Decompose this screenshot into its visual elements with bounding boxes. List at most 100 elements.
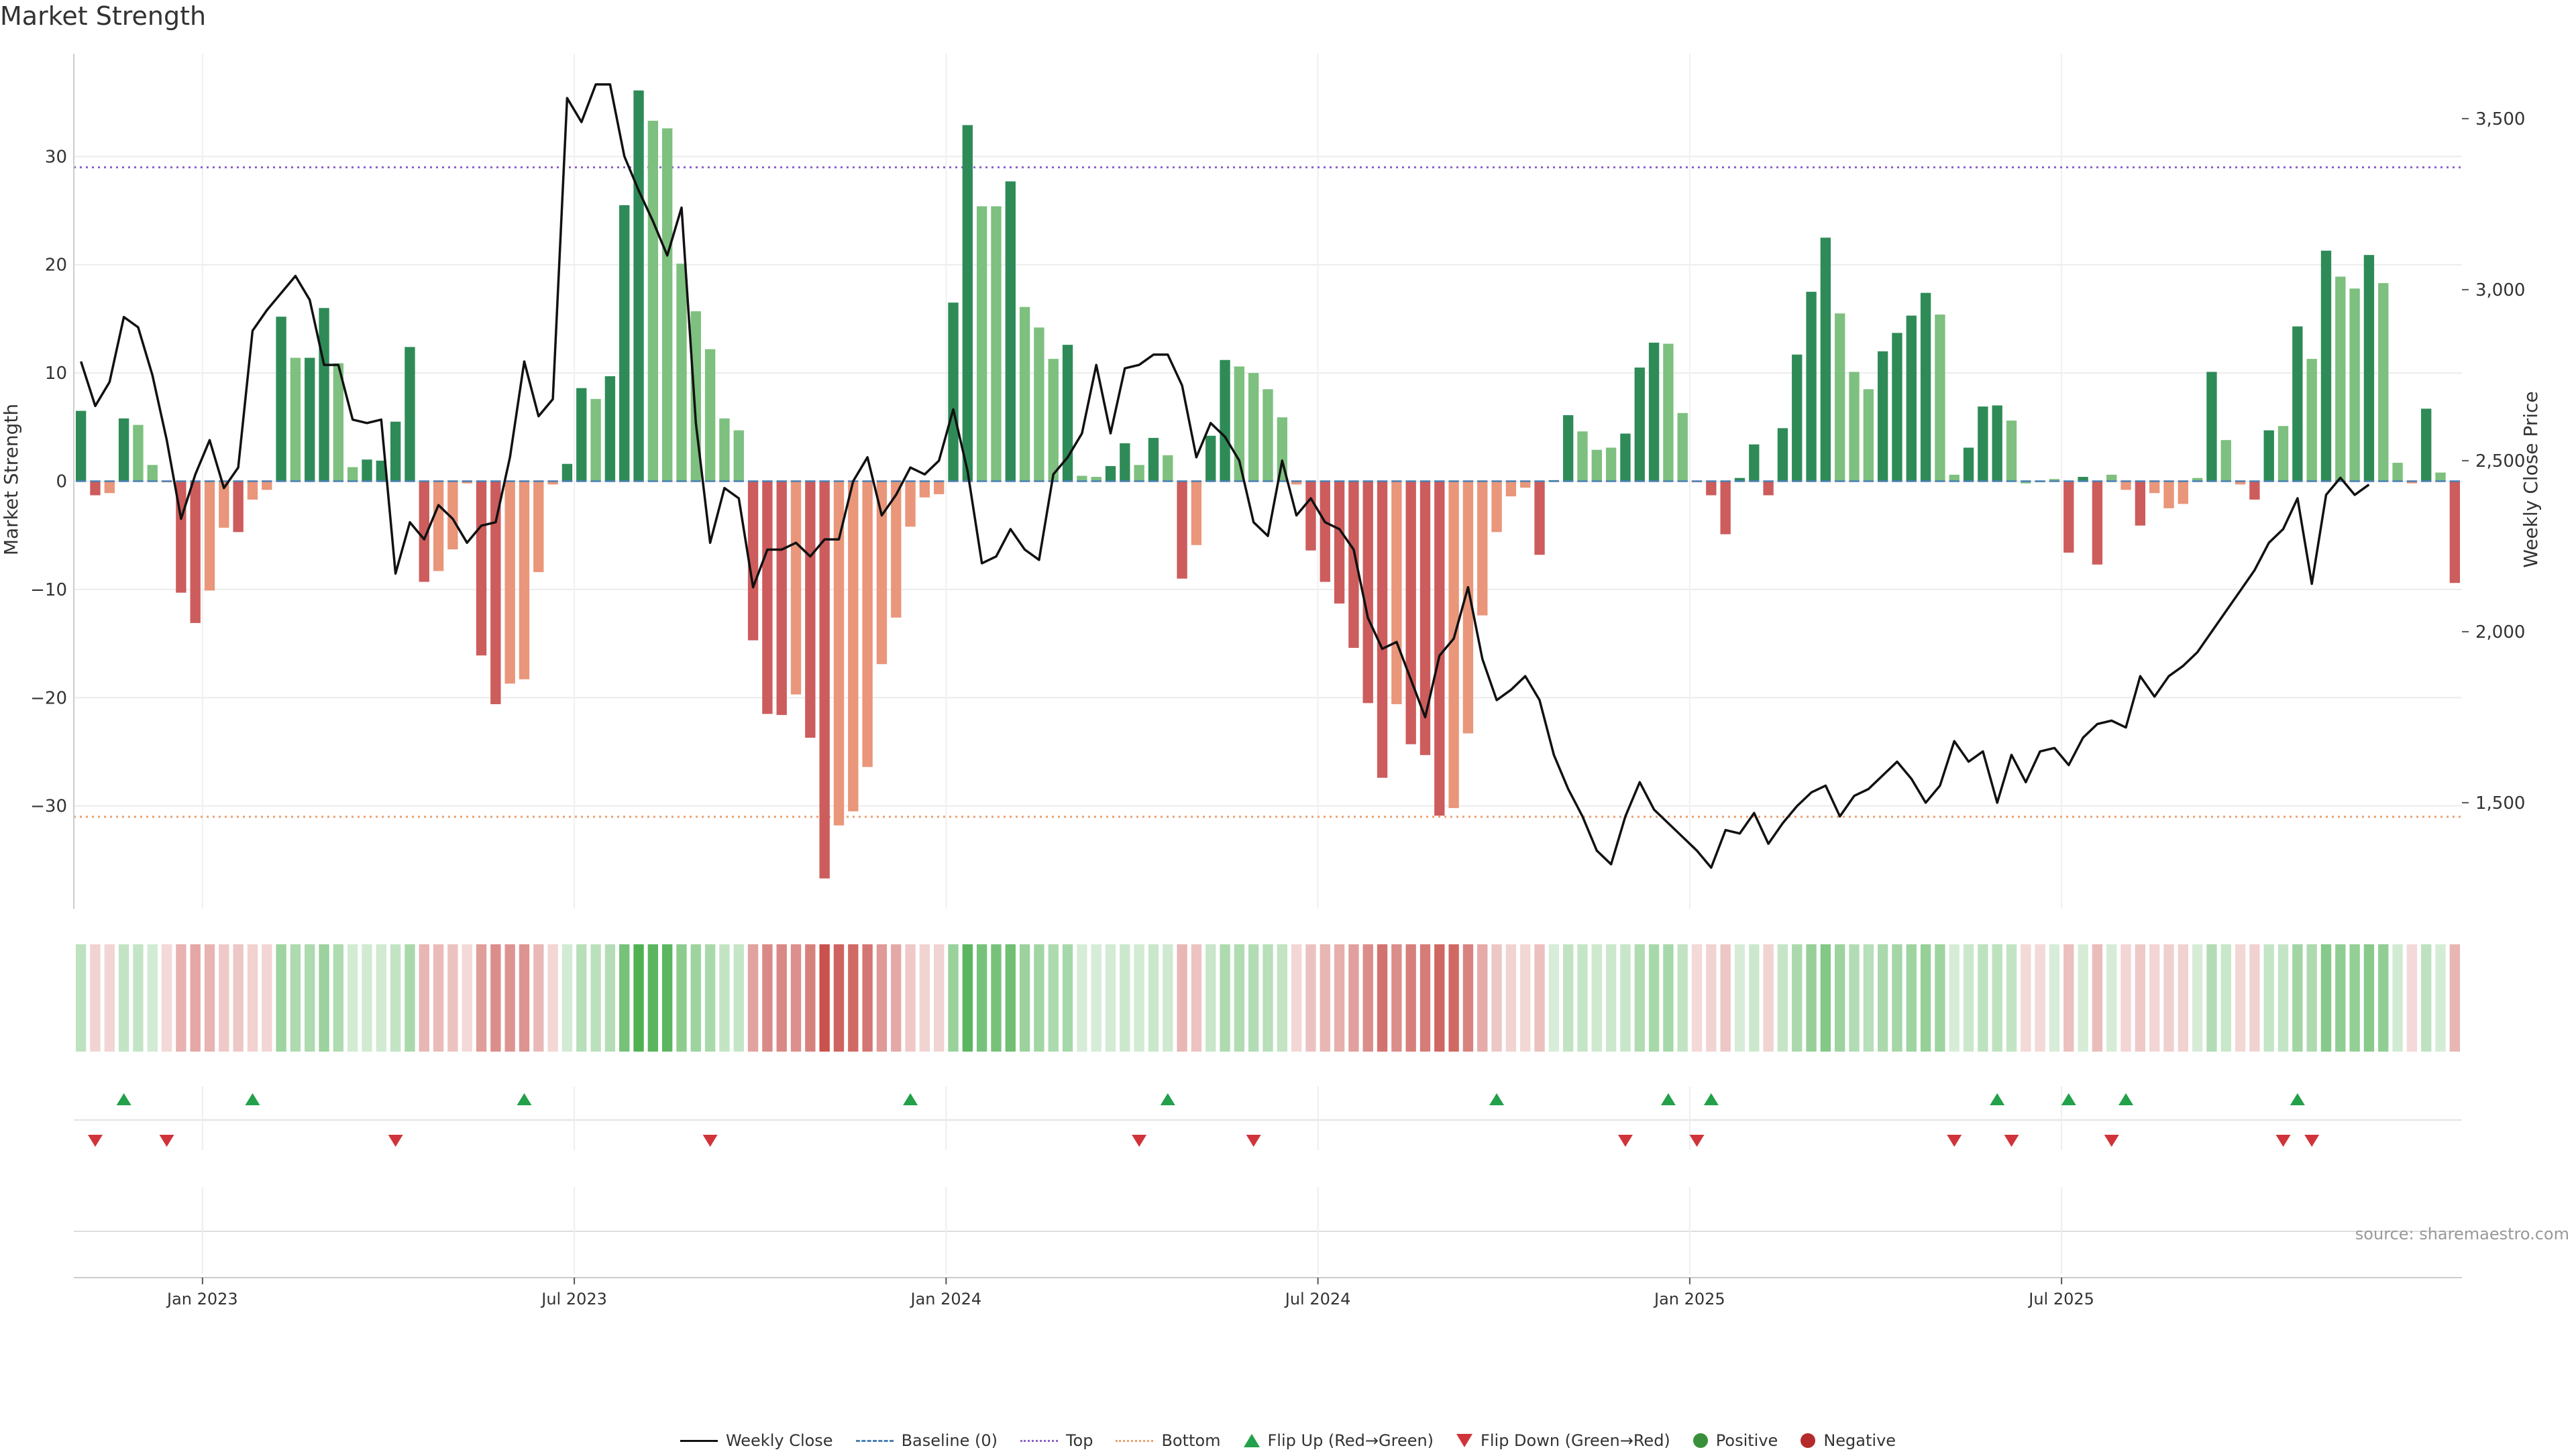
strength-bar: [1734, 478, 1746, 482]
strength-bar: [419, 481, 429, 582]
flip-down-marker: [87, 1135, 103, 1147]
strength-bar: [1134, 465, 1144, 482]
strength-bar: [1062, 345, 1073, 482]
strength-bar: [790, 481, 802, 695]
heat-cell: [590, 944, 601, 1052]
flip-down-marker: [1689, 1135, 1705, 1147]
strength-bar: [1491, 481, 1502, 533]
strength-bar: [1234, 366, 1245, 482]
heat-cell: [276, 944, 286, 1052]
strength-bar: [362, 459, 372, 482]
flip-down-marker: [2304, 1135, 2320, 1147]
heat-cell: [1505, 944, 1517, 1052]
strength-bar: [805, 481, 816, 738]
heat-cell: [1277, 944, 1287, 1052]
line-swatch-icon: [680, 1439, 718, 1442]
strength-bar: [90, 481, 101, 496]
flip-up-marker: [517, 1093, 532, 1105]
strength-bar: [390, 421, 401, 482]
heat-cell: [147, 944, 158, 1052]
axes: −30 −20 −10 0 10 20 30 1,500 2,000 2,500 3,000 3,50…: [30, 54, 2525, 909]
heat-cell: [75, 944, 87, 1052]
strength-bar: [190, 481, 201, 623]
legend-item-bottom: Bottom: [1116, 1431, 1221, 1450]
heat-cell: [833, 944, 845, 1052]
heat-cell: [1548, 944, 1560, 1052]
heat-cell: [1391, 944, 1402, 1052]
legend-label: Positive: [1715, 1431, 1778, 1450]
strength-bar: [561, 463, 573, 482]
legend-item-flip-down: Flip Down (Green→Red): [1456, 1431, 1670, 1450]
strength-bar: [976, 206, 987, 482]
strength-bar: [1992, 405, 2002, 482]
strength-bar: [276, 317, 286, 482]
strength-bar: [2192, 478, 2203, 482]
heat-cell: [504, 944, 515, 1052]
heat-cell: [1806, 944, 1817, 1052]
strength-bar: [891, 481, 902, 618]
x-tick-label: Jan 2023: [166, 1290, 238, 1308]
legend-label: Flip Down (Green→Red): [1481, 1431, 1670, 1450]
heat-cell: [519, 944, 530, 1052]
heat-cell: [1734, 944, 1746, 1052]
strength-bar: [504, 481, 515, 684]
y-tick-label: −20: [30, 688, 67, 708]
heat-cell: [1362, 944, 1373, 1052]
strength-bar: [75, 410, 87, 482]
heat-cell: [1634, 944, 1645, 1052]
strength-bar: [2421, 408, 2432, 482]
heat-cell: [2178, 944, 2188, 1052]
strength-bar: [1577, 431, 1588, 482]
strength-bar: [1835, 313, 1845, 482]
strength-bar: [1634, 368, 1645, 482]
strength-bar: [833, 481, 845, 826]
strength-bar: [1434, 481, 1445, 816]
strength-bar: [104, 481, 115, 494]
strength-bar: [661, 128, 673, 482]
heat-cell: [733, 944, 744, 1052]
strength-bar: [1677, 412, 1688, 482]
strength-bar: [905, 481, 916, 527]
grid-layer: [74, 54, 2462, 909]
legend-item-top: Top: [1020, 1431, 1093, 1450]
y-tick-label: 30: [45, 147, 67, 167]
heat-cell: [2435, 944, 2446, 1052]
heat-cell: [1034, 944, 1044, 1052]
strength-bar: [1263, 389, 1273, 482]
heat-cell: [1234, 944, 1245, 1052]
strength-bar: [876, 481, 888, 665]
heat-cell: [1877, 944, 1888, 1052]
heat-cell: [891, 944, 902, 1052]
heat-cell: [2349, 944, 2360, 1052]
strength-bar: [476, 481, 487, 656]
strength-bar: [2335, 276, 2346, 482]
heat-cell: [2378, 944, 2389, 1052]
strength-bar: [1391, 481, 1402, 704]
strength-bar: [1091, 477, 1102, 482]
flip-up-marker: [2290, 1093, 2305, 1105]
y-tick-label: −10: [30, 580, 67, 600]
heat-cell: [347, 944, 358, 1052]
y-tick-label: −30: [30, 797, 67, 817]
heat-cell: [1434, 944, 1445, 1052]
strength-bar: [619, 205, 630, 482]
heat-cell: [2192, 944, 2203, 1052]
heat-cell: [790, 944, 802, 1052]
strength-bar: [2078, 477, 2088, 482]
strength-bar: [147, 465, 158, 482]
strength-bar: [2406, 481, 2418, 484]
strength-bar: [1077, 476, 1087, 482]
heat-cell: [862, 944, 873, 1052]
strength-bar: [2049, 479, 2060, 482]
heat-cell: [1863, 944, 1874, 1052]
strength-bar: [1034, 327, 1044, 482]
heat-cell: [1120, 944, 1130, 1052]
strength-bar: [576, 388, 587, 482]
strength-bar: [2092, 481, 2103, 565]
heat-cell: [1978, 944, 1988, 1052]
heat-cell: [104, 944, 115, 1052]
heat-cell: [1005, 944, 1016, 1052]
strength-bar: [1277, 417, 1287, 482]
y-tick-label: 20: [45, 256, 67, 276]
heat-cell: [2335, 944, 2346, 1052]
